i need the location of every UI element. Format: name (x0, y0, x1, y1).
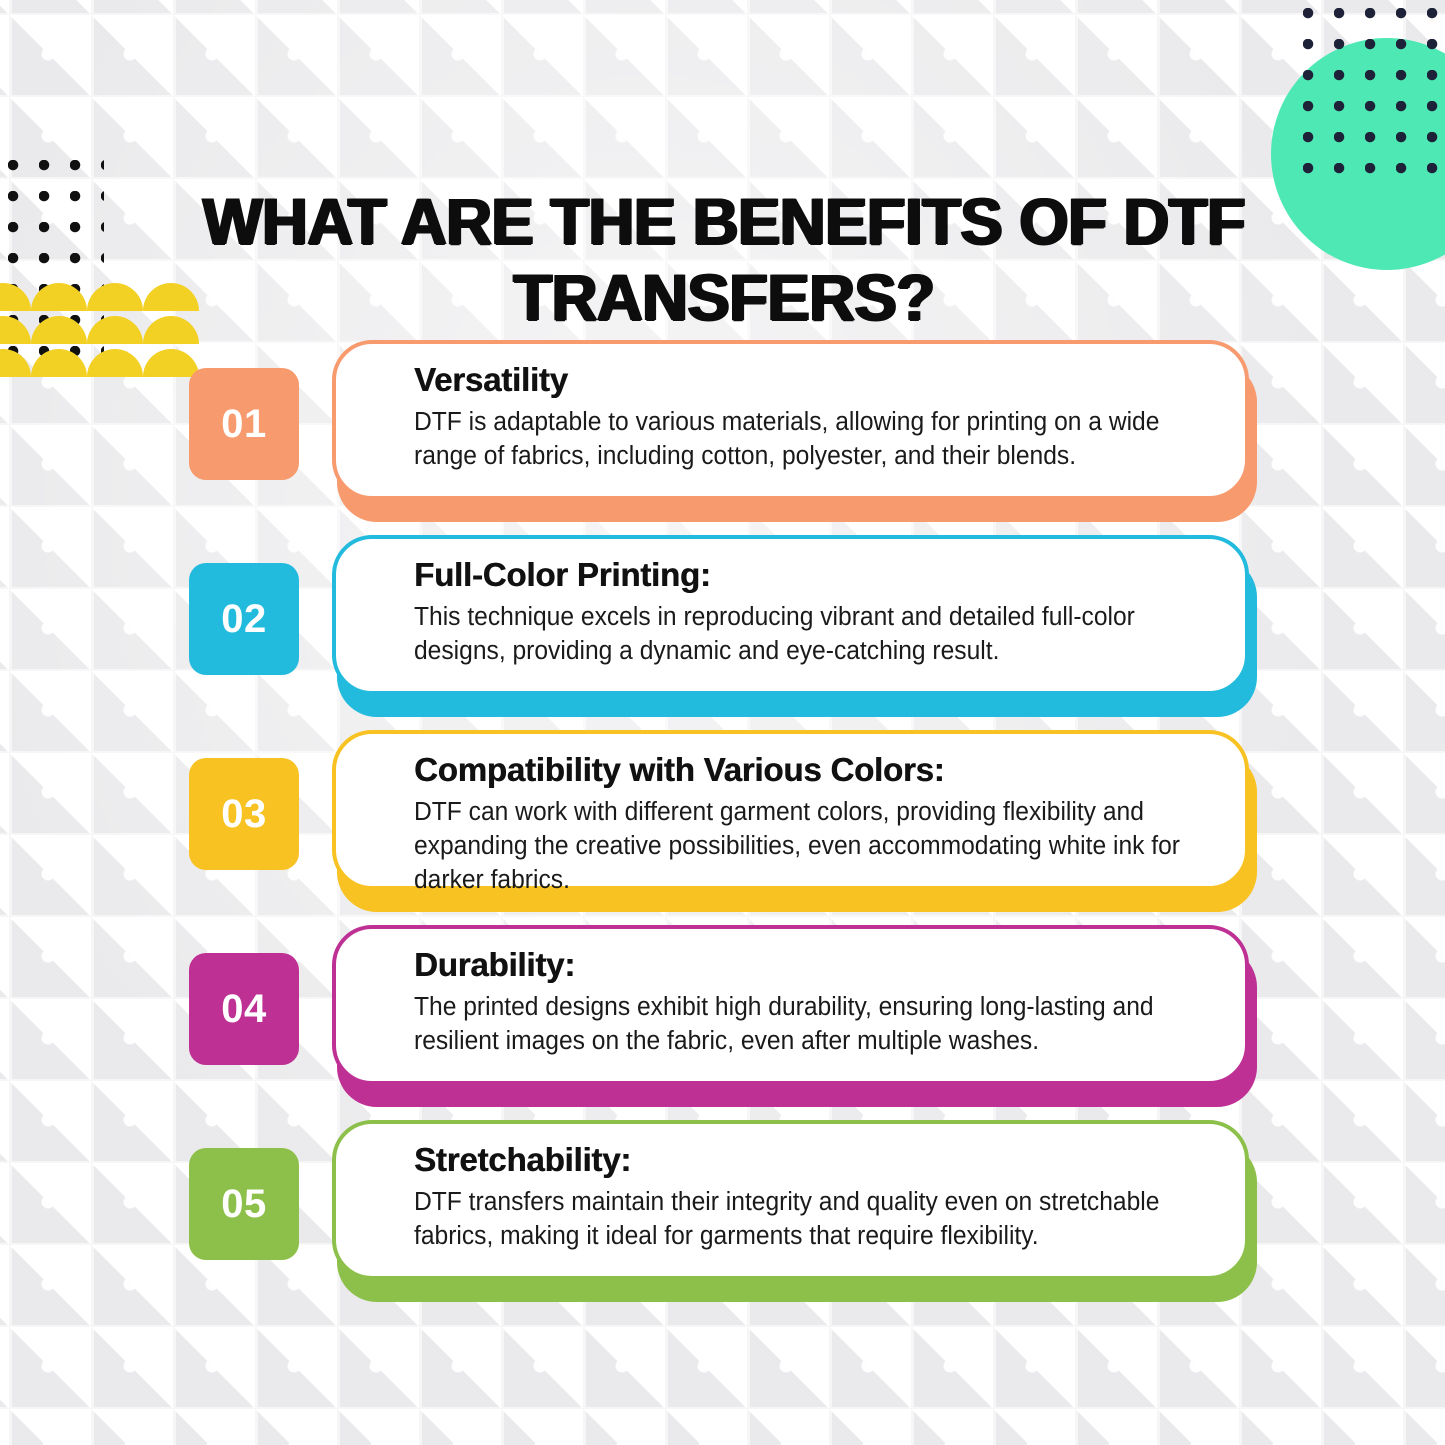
benefit-heading: Full-Color Printing: (414, 556, 711, 593)
benefit-card[interactable]: Full-Color Printing: This technique excel… (332, 535, 1257, 717)
benefit-description: This technique excels in reproducing vib… (414, 602, 1135, 665)
benefit-row: 02 Full-Color Printing: This technique exc… (0, 535, 1445, 730)
benefit-heading: Versatility (414, 361, 568, 398)
benefit-card[interactable]: Stretchability: DTF transfers maintain th… (332, 1120, 1257, 1302)
benefit-description: DTF is adaptable to various materials, a… (414, 407, 1160, 470)
benefit-card[interactable]: Durability: The printed designs exhibit h… (332, 925, 1257, 1107)
benefit-number-badge[interactable]: 05 (189, 1148, 299, 1260)
benefit-card-surface[interactable]: Stretchability: DTF transfers maintain th… (332, 1120, 1249, 1280)
benefit-heading: Durability: (414, 946, 575, 983)
benefit-row: 05 Stretchability: DTF transfers maintain … (0, 1120, 1445, 1315)
benefit-row: 04 Durability: The printed designs exhibit… (0, 925, 1445, 1120)
page-title: WHAT ARE THE BENEFITS OF DTF TRANSFERS? (202, 184, 1246, 335)
benefit-number-badge[interactable]: 04 (189, 953, 299, 1065)
benefit-row: 01 Versatility DTF is adaptable to various… (0, 340, 1445, 535)
benefit-card-surface[interactable]: Compatibility with Various Colors: DTF ca… (332, 730, 1249, 894)
benefit-number-badge[interactable]: 02 (189, 563, 299, 675)
yellow-semicircle-decoration (0, 283, 199, 383)
benefits-list: 01 Versatility DTF is adaptable to various… (0, 340, 1445, 1315)
semicircle-shape (31, 283, 87, 311)
semicircle-shape (87, 283, 143, 311)
benefit-row: 03 Compatibility with Various Colors: DTF … (0, 730, 1445, 925)
benefit-heading: Stretchability: (414, 1141, 632, 1178)
benefit-description: DTF transfers maintain their integrity a… (414, 1187, 1160, 1250)
benefit-description: The printed designs exhibit high durabil… (414, 992, 1154, 1055)
benefit-card-surface[interactable]: Full-Color Printing: This technique excel… (332, 535, 1249, 695)
semicircle-shape (0, 283, 31, 311)
benefit-description: DTF can work with different garment colo… (414, 797, 1180, 894)
benefit-card[interactable]: Compatibility with Various Colors: DTF ca… (332, 730, 1257, 912)
benefit-number-badge[interactable]: 03 (189, 758, 299, 870)
benefit-card-surface[interactable]: Versatility DTF is adaptable to various m… (332, 340, 1249, 500)
benefit-heading: Compatibility with Various Colors: (414, 751, 945, 788)
benefit-card[interactable]: Versatility DTF is adaptable to various m… (332, 340, 1257, 522)
benefit-card-surface[interactable]: Durability: The printed designs exhibit h… (332, 925, 1249, 1085)
dot-grid-top-right-decoration (1303, 8, 1439, 180)
benefit-number-badge[interactable]: 01 (189, 368, 299, 480)
